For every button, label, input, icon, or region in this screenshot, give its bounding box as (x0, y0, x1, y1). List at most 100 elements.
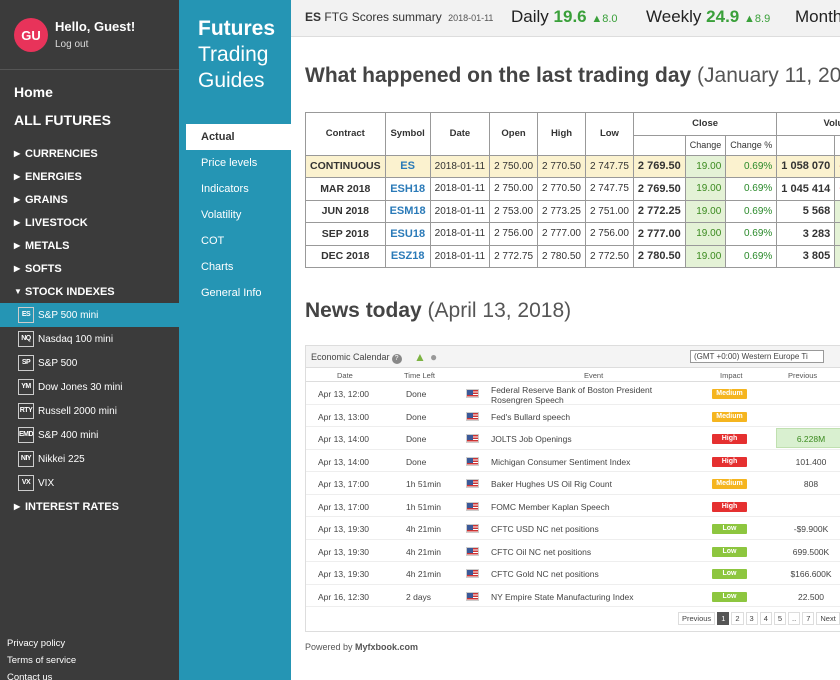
tab-charts[interactable]: Charts (201, 261, 234, 273)
event-name[interactable]: Michigan Consumer Sentiment Index (491, 456, 631, 467)
event-name[interactable]: Fed's Bullard speech (491, 411, 571, 422)
sidebar-item-es[interactable]: ES S&P 500 mini (0, 303, 179, 327)
next-page-button[interactable]: Next (816, 612, 840, 625)
page-button[interactable]: 2 (731, 612, 744, 625)
page-button[interactable]: 4 (759, 612, 772, 625)
calendar-row[interactable]: Apr 13, 14:00 Done JOLTS Job Openings High 6… (306, 427, 840, 450)
contact-us-link[interactable]: Contact us (7, 672, 53, 680)
all-futures-link[interactable]: ALL FUTURES (14, 112, 111, 128)
privacy-policy-link[interactable]: Privacy policy (7, 638, 66, 649)
sidebar-item-emd[interactable]: EMD S&P 400 mini (0, 423, 179, 447)
tab-cot[interactable]: COT (201, 235, 225, 247)
change-cell: 19.00 (684, 199, 727, 223)
us-flag-icon (466, 434, 479, 443)
category-label: METALS (25, 239, 70, 252)
calendar-row[interactable]: Apr 13, 17:00 1h 51min Baker Hughes US Oil… (306, 472, 840, 495)
page-button[interactable]: 3 (745, 612, 758, 625)
category-label: SOFTS (25, 262, 62, 275)
open-cell: 2 772.75 (489, 244, 539, 268)
event-time-left: Done (406, 389, 427, 399)
col-close-change: Change (684, 134, 727, 156)
sidebar-item-rty[interactable]: RTY Russell 2000 mini (0, 399, 179, 423)
tab-volatility[interactable]: Volatility (201, 209, 242, 221)
impact-badge: High (712, 434, 747, 444)
calendar-row[interactable]: Apr 13, 17:00 1h 51min FOMC Member Kaplan … (306, 495, 840, 517)
news-title-text: News today (305, 299, 422, 322)
event-name[interactable]: CFTC Gold NC net positions (491, 569, 599, 579)
apple-icon[interactable]: ● (430, 350, 438, 364)
previous-page-button[interactable]: Previous (678, 612, 716, 625)
event-previous: -$9.900K (793, 524, 829, 534)
tab-indicators[interactable]: Indicators (201, 183, 249, 195)
category-stock-indexes[interactable]: ▼ STOCK INDEXES (0, 280, 179, 303)
category-label: CURRENCIES (25, 147, 98, 160)
event-name[interactable]: CFTC USD NC net positions (491, 524, 599, 534)
tab-actual[interactable]: Actual (186, 124, 291, 150)
calendar-row[interactable]: Apr 13, 19:30 4h 21min CFTC Gold NC net po… (306, 562, 840, 585)
guides-nav: Actual Price levels Indicators Volatilit… (186, 124, 291, 306)
calendar-row[interactable]: Apr 13, 19:30 4h 21min CFTC USD NC net pos… (306, 517, 840, 540)
symbol-link[interactable]: ESU18 (384, 222, 431, 246)
open-cell: 2 756.00 (489, 222, 539, 246)
date-cell: 2018-01-11 (429, 177, 491, 201)
sidebar-item-vx[interactable]: VX VIX (0, 471, 179, 495)
logout-link[interactable]: Log out (55, 39, 89, 50)
contract-code-badge: ES (18, 307, 34, 323)
impact-badge: Low (712, 546, 747, 557)
symbol-link[interactable]: ESH18 (384, 177, 431, 201)
timezone-select[interactable]: (GMT +0:00) Western Europe Ti (690, 350, 824, 363)
category-grains[interactable]: ▶ GRAINS (0, 188, 179, 211)
tab-general-info[interactable]: General Info (201, 287, 262, 299)
calendar-row[interactable]: Apr 13, 13:00 Done Fed's Bullard speech Med… (306, 405, 840, 427)
calendar-row[interactable]: Apr 13, 19:30 4h 21min CFTC Oil NC net pos… (306, 540, 840, 562)
category-label: GRAINS (25, 193, 68, 206)
android-icon[interactable]: ▲ (414, 350, 426, 364)
event-name[interactable]: FOMC Member Kaplan Speech (491, 501, 610, 512)
event-name[interactable]: NY Empire State Manufacturing Index (491, 591, 634, 602)
sidebar-item-ym[interactable]: YM Dow Jones 30 mini (0, 375, 179, 399)
event-name[interactable]: Baker Hughes US Oil Rig Count (491, 479, 612, 489)
sidebar-item-sp[interactable]: SP S&P 500 (0, 351, 179, 375)
contract-cell: JUN 2018 (305, 199, 386, 223)
category-interest-rates[interactable]: ▶ INTEREST RATES (0, 495, 179, 518)
page-button[interactable]: 5 (773, 612, 787, 625)
event-time-left: Done (406, 456, 427, 467)
sidebar-item-nq[interactable]: NQ Nasdaq 100 mini (0, 327, 179, 351)
news-title: News today (April 13, 2018) (305, 299, 571, 323)
symbol-link[interactable]: ESM18 (384, 199, 431, 223)
tab-price-levels[interactable]: Price levels (201, 157, 258, 169)
help-icon[interactable]: ? (391, 354, 402, 364)
low-cell: 2 747.75 (584, 154, 634, 178)
symbol-link[interactable]: ES (384, 154, 431, 178)
chevron-right-icon: ▶ (14, 149, 21, 158)
category-metals[interactable]: ▶ METALS (0, 234, 179, 257)
event-name[interactable]: Federal Reserve Bank of Boston President… (491, 385, 653, 405)
contract-cell: DEC 2018 (305, 244, 386, 268)
home-link[interactable]: Home (14, 84, 53, 100)
category-currencies[interactable]: ▶ CURRENCIES (0, 142, 179, 165)
sidebar-item-niy[interactable]: NIY Nikkei 225 (0, 447, 179, 471)
event-time-left: 1h 51min (406, 501, 441, 512)
event-name[interactable]: JOLTS Job Openings (491, 434, 572, 444)
table-row: CONTINUOUS ES 2018-01-11 2 750.00 2 770.50 2 … (305, 154, 840, 178)
scores-title-text: FTG Scores summary (324, 10, 442, 24)
change-cell: 19.00 (684, 222, 727, 246)
calendar-row[interactable]: Apr 13, 14:00 Done Michigan Consumer Senti… (306, 450, 840, 472)
change-pct-cell: 0.69% (725, 154, 778, 178)
scores-title: ES FTG Scores summary 2018-01-11 (305, 10, 493, 24)
category-softs[interactable]: ▶ SOFTS (0, 257, 179, 280)
calendar-row[interactable]: Apr 13, 12:00 Done Federal Reserve Bank of… (306, 382, 840, 405)
page-button[interactable]: 7 (802, 612, 815, 625)
symbol-link[interactable]: ESZ18 (384, 244, 431, 268)
event-name[interactable]: CFTC Oil NC net positions (491, 546, 592, 557)
category-livestock[interactable]: ▶ LIVESTOCK (0, 211, 179, 234)
calendar-row[interactable]: Apr 16, 12:30 2 days NY Empire State Manuf… (306, 585, 840, 607)
contract-code-badge: VX (18, 475, 34, 491)
powered-by-link[interactable]: Myfxbook.com (355, 642, 419, 652)
terms-of-service-link[interactable]: Terms of service (7, 655, 77, 666)
col-volume-value (776, 134, 836, 156)
category-energies[interactable]: ▶ ENERGIES (0, 165, 179, 188)
category-label: LIVESTOCK (25, 216, 88, 229)
page-button[interactable]: 1 (717, 612, 730, 625)
event-time-left: 1h 51min (406, 479, 441, 489)
